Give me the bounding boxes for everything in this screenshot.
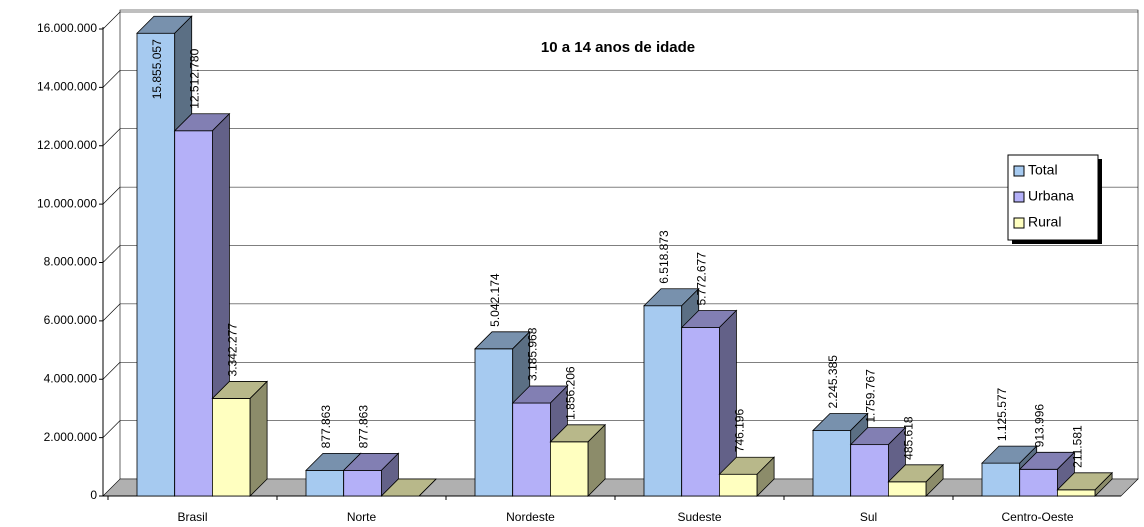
- bar-front: [850, 444, 889, 497]
- grid-line: [102, 303, 121, 322]
- y-tick-label: 10.000.000: [37, 196, 97, 210]
- value-label: 5.772.677: [695, 252, 709, 306]
- bar-side: [756, 456, 775, 497]
- bar-front: [719, 473, 758, 497]
- grid-line: [102, 362, 121, 380]
- value-label: 913.996: [1033, 404, 1047, 448]
- value-label: 1.759.767: [864, 369, 878, 423]
- value-label: 485.618: [901, 416, 915, 460]
- value-label: 1.856.206: [563, 366, 577, 420]
- legend-swatch: [1013, 165, 1025, 177]
- bar-side: [418, 478, 437, 497]
- x-tick-label: Sul: [860, 510, 877, 524]
- x-tick-label: Brasil: [177, 510, 207, 524]
- bar-front: [343, 469, 382, 497]
- legend-label: Rural: [1028, 214, 1061, 230]
- value-label: 6.518.873: [657, 230, 671, 284]
- bar-front: [174, 130, 213, 497]
- bar-front: [136, 32, 176, 497]
- grid-line: [102, 245, 121, 263]
- value-label: 2.245.385: [826, 355, 840, 409]
- grid-line: [102, 70, 121, 88]
- y-tick-label: 16.000.000: [37, 21, 97, 35]
- x-tick-label: Centro-Oeste: [1001, 510, 1073, 524]
- value-label: 746.196: [732, 409, 746, 453]
- y-tick-label: 0: [90, 488, 97, 502]
- chart-title: 10 a 14 anos de idade: [541, 39, 695, 56]
- y-tick-label: 12.000.000: [37, 138, 97, 152]
- bar-side: [249, 380, 268, 497]
- bar: [1056, 471, 1114, 497]
- y-tick-label: 6.000.000: [44, 313, 98, 327]
- bar-side: [925, 463, 944, 497]
- bar-front: [305, 469, 345, 497]
- back-wall: [119, 9, 1139, 480]
- bar-front: [643, 305, 683, 497]
- value-label: 15.855.057: [150, 39, 164, 99]
- value-label: 877.863: [319, 405, 333, 449]
- bar: [342, 452, 400, 497]
- legend-label: Urbana: [1028, 188, 1074, 204]
- bar-front: [812, 430, 852, 497]
- value-label: 5.042.174: [488, 273, 502, 327]
- x-tick-label: Sudeste: [677, 510, 721, 524]
- value-label: 877.863: [357, 405, 371, 449]
- grid-line: [102, 420, 121, 438]
- legend-swatch: [1013, 191, 1025, 203]
- value-label: 3.342.277: [225, 323, 239, 377]
- bar-front: [512, 402, 551, 497]
- bar: [718, 456, 776, 497]
- value-label: 211.581: [1070, 425, 1084, 468]
- grid-line: [102, 128, 121, 146]
- x-tick-label: Norte: [347, 510, 377, 524]
- bar-front: [888, 481, 927, 497]
- y-tick-label: 8.000.000: [44, 255, 98, 269]
- y-tick-label: 4.000.000: [44, 371, 98, 385]
- value-label: 12.512.780: [188, 48, 202, 108]
- bar-front: [1019, 468, 1058, 497]
- bar: [211, 380, 269, 497]
- bar: [549, 423, 607, 497]
- bar-side: [587, 423, 606, 497]
- grid-line: [102, 11, 121, 30]
- legend-swatch: [1013, 217, 1025, 229]
- bar-front: [550, 441, 589, 497]
- bar-front: [211, 398, 251, 497]
- value-label: 3.185.968: [526, 327, 540, 381]
- bar-front: [981, 462, 1021, 497]
- legend-label: Total: [1028, 162, 1058, 178]
- bar-front: [681, 327, 720, 497]
- value-label: 1.125.577: [995, 387, 1009, 441]
- bar: [380, 478, 438, 497]
- x-tick-label: Nordeste: [506, 510, 555, 524]
- bar-front: [1057, 489, 1096, 497]
- bar-side: [1094, 471, 1113, 497]
- y-tick-label: 14.000.000: [37, 80, 97, 94]
- bar-front: [474, 348, 514, 497]
- y-tick-label: 2.000.000: [44, 430, 98, 444]
- bar: [680, 309, 738, 497]
- grid-line: [102, 186, 121, 205]
- bar: [887, 463, 945, 497]
